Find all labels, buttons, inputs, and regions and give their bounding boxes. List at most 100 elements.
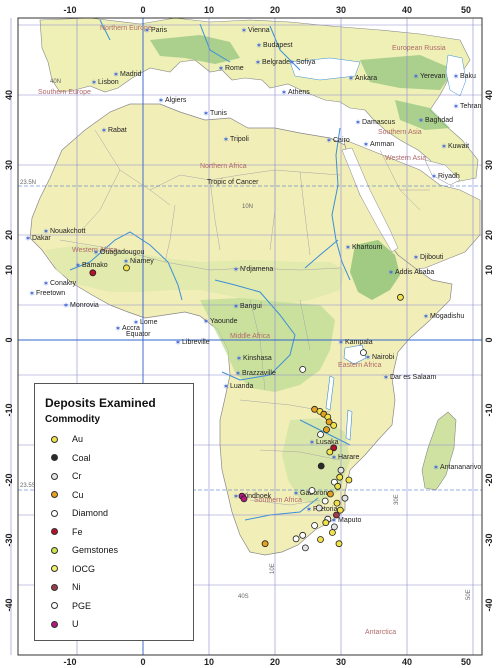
madagascar <box>421 411 457 491</box>
city-label: Antananarivo <box>440 464 481 471</box>
city-marker-icon: ✶ <box>43 279 50 288</box>
lat-tick-left: 20 <box>4 230 14 240</box>
city-label: Mogadishu <box>430 313 464 320</box>
legend-symbol-icon <box>51 620 58 628</box>
rivers <box>69 19 351 521</box>
deposit-marker <box>322 519 330 527</box>
lake-victoria <box>343 344 367 365</box>
city-label: Windhoek <box>240 493 272 500</box>
legend-label: Diamond <box>72 508 109 518</box>
lon-tick-bottom: 30 <box>336 657 346 667</box>
legend-label: IOCG <box>72 563 96 574</box>
city-marker-icon: ✶ <box>203 317 210 326</box>
legend-item: Diamond <box>51 506 108 520</box>
city-label: Luanda <box>230 383 253 390</box>
city-marker-icon: ✶ <box>331 516 338 525</box>
lat-tick-left: 10 <box>4 265 14 275</box>
city-marker-icon: ✶ <box>233 302 240 311</box>
region-label: Antarctica <box>365 629 396 636</box>
city-marker-icon: ✶ <box>345 243 352 252</box>
deposit-marker <box>292 535 300 543</box>
grid-label-equator: Equator <box>126 331 151 338</box>
city-label: Riyadh <box>438 173 460 180</box>
legend-label: Cr <box>72 471 82 481</box>
city-label: Sofiya <box>296 59 316 66</box>
city-marker-icon: ✶ <box>453 72 460 81</box>
deposit-marker <box>336 473 344 481</box>
deposit-marker <box>333 499 341 507</box>
deposit-marker <box>261 540 269 548</box>
deposit-marker <box>341 494 349 502</box>
deposit-marker <box>123 264 130 272</box>
city-label: Athens <box>288 89 310 96</box>
legend-label: U <box>72 619 79 629</box>
city-label: Khartoum <box>352 244 383 251</box>
legend-item: Coal <box>51 451 91 465</box>
city-marker-icon: ✶ <box>255 58 262 67</box>
city-label: Pretoria <box>313 506 338 513</box>
east-highlands <box>350 240 400 300</box>
city-label: Dakar <box>32 235 51 242</box>
legend-symbol-icon <box>51 454 58 461</box>
city-label: Damascus <box>362 119 396 126</box>
lat-tick-right: -10 <box>484 403 494 416</box>
city-label: Vienna <box>248 27 270 34</box>
deposit-layer <box>89 264 404 552</box>
lat-tick-left: -20 <box>4 473 14 486</box>
legend-symbol-icon <box>51 435 58 443</box>
deposit-marker <box>321 497 329 505</box>
lon-tick-top: 40 <box>402 5 412 15</box>
city-label: Tunis <box>210 110 227 117</box>
legend-item: Ni <box>51 580 81 594</box>
lat-tick-right: 0 <box>484 337 494 342</box>
city-marker-icon: ✶ <box>413 253 420 262</box>
deposit-marker <box>328 529 336 536</box>
lon-tick-top: 0 <box>140 5 145 15</box>
deposit-marker <box>323 426 330 434</box>
tropic-of-cancer-label: Tropic of Cancer <box>207 179 259 186</box>
city-label: Brazzaville <box>242 370 276 377</box>
city-label: Baghdad <box>425 117 453 124</box>
map-frame <box>17 17 483 656</box>
city-label: Nairobi <box>372 354 395 361</box>
legend-symbol-icon <box>51 472 58 480</box>
city-marker-icon: ✶ <box>365 353 372 362</box>
region-label: Western Asia <box>385 155 426 162</box>
city-marker-icon: ✶ <box>433 463 440 472</box>
deposit-marker <box>337 466 345 474</box>
city-label: Niamey <box>130 258 154 265</box>
city-label: Maputo <box>338 517 361 524</box>
lon-tick-top: 10 <box>204 5 214 15</box>
city-label: Belgrade <box>262 59 290 66</box>
city-marker-icon: ✶ <box>133 318 140 327</box>
deposit-marker <box>334 482 342 490</box>
legend-label: PGE <box>72 600 92 611</box>
city-marker-icon: ✶ <box>123 257 130 266</box>
lat-tick-right: 40 <box>484 90 494 100</box>
city-marker-icon: ✶ <box>326 136 333 145</box>
city-marker-icon: ✶ <box>331 453 338 462</box>
sahel-greenbelt <box>45 245 345 305</box>
legend-label: Gemstones <box>72 545 119 555</box>
lat-tick-left: 30 <box>4 160 14 170</box>
city-marker-icon: ✶ <box>93 248 100 257</box>
deposit-marker <box>326 448 334 456</box>
lon-tick-bottom: 10 <box>204 657 214 667</box>
legend-symbol-icon <box>51 546 58 554</box>
lake-tanganyika <box>325 375 335 411</box>
city-marker-icon: ✶ <box>235 369 242 378</box>
city-label: Yerevan <box>420 73 446 80</box>
city-label: N'djamena <box>240 266 273 273</box>
europe-landmass <box>39 17 479 183</box>
grid-label-40n: 40N <box>50 79 61 85</box>
deposit-marker <box>299 531 307 539</box>
lat-tick-right: 30 <box>484 160 494 170</box>
city-label: Bamako <box>82 262 108 269</box>
deposit-marker <box>330 421 338 429</box>
lon-tick-bottom: 40 <box>402 657 412 667</box>
city-label: Lusaka <box>316 439 339 446</box>
region-label: Northern Africa <box>200 163 247 170</box>
lat-tick-right: -40 <box>484 598 494 611</box>
deposit-marker <box>240 495 248 503</box>
city-label: Madrid <box>120 71 142 78</box>
